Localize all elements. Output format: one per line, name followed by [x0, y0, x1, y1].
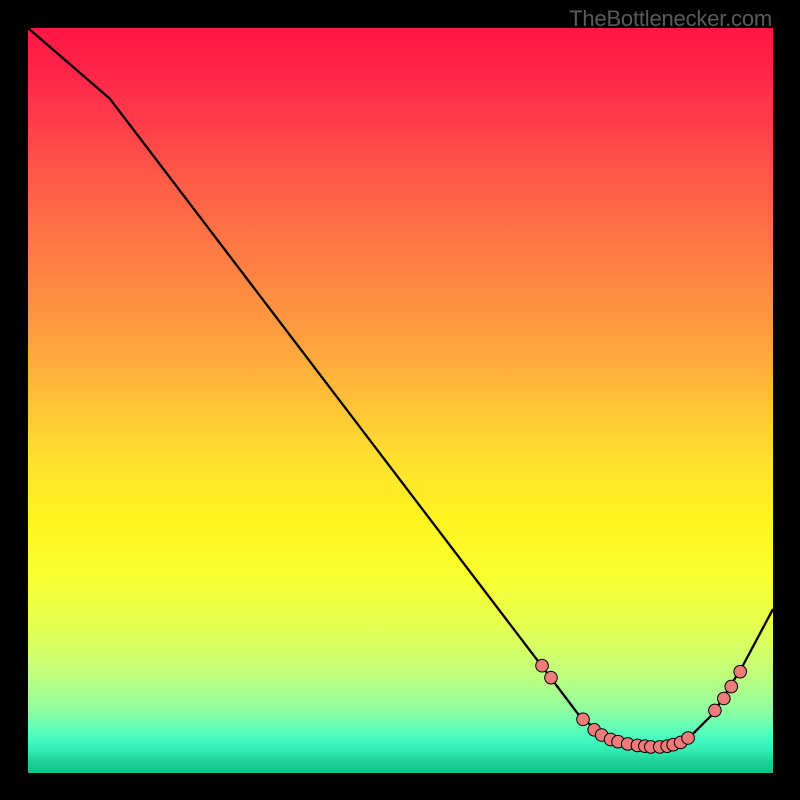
markers-group	[536, 659, 747, 753]
watermark-text: TheBottlenecker.com	[569, 6, 772, 32]
bottleneck-curve	[28, 28, 773, 747]
chart-overlay-svg	[0, 0, 800, 800]
curve-marker	[545, 671, 558, 684]
curve-marker	[682, 732, 695, 745]
curve-marker	[718, 692, 731, 705]
curve-marker	[709, 704, 722, 717]
curve-marker	[725, 680, 738, 693]
curve-marker	[734, 665, 747, 678]
curve-marker	[536, 659, 549, 672]
curve-marker	[577, 713, 590, 726]
chart-canvas: TheBottlenecker.com	[0, 0, 800, 800]
